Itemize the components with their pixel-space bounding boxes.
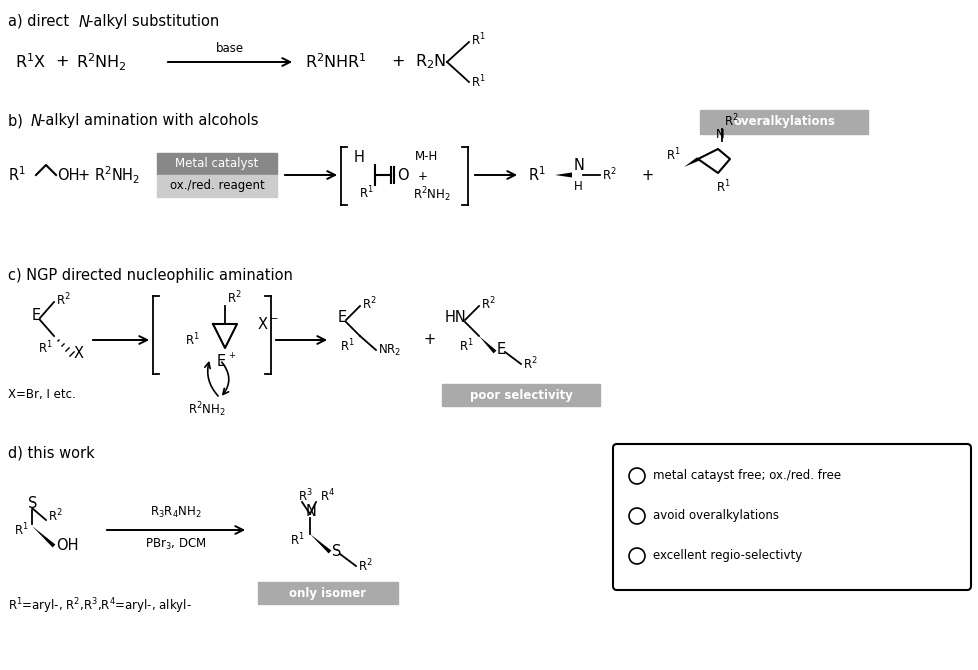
Text: $^+$: $^+$ — [227, 352, 237, 364]
Text: $N$: $N$ — [30, 113, 42, 129]
Polygon shape — [684, 157, 698, 167]
Text: PBr$_3$, DCM: PBr$_3$, DCM — [145, 537, 206, 551]
Polygon shape — [555, 172, 571, 178]
Text: R$^1$: R$^1$ — [459, 338, 473, 354]
Text: R$^4$: R$^4$ — [320, 488, 334, 505]
Text: R$^2$: R$^2$ — [358, 557, 373, 574]
Text: R$^2$: R$^2$ — [522, 356, 537, 373]
Polygon shape — [478, 336, 496, 353]
Text: X$^-$: X$^-$ — [257, 316, 279, 332]
Text: R$^1$: R$^1$ — [470, 31, 485, 48]
Text: +: + — [391, 54, 404, 70]
Text: H: H — [573, 180, 582, 194]
Text: HN: HN — [445, 310, 467, 326]
Text: +: + — [642, 168, 653, 182]
Polygon shape — [32, 526, 56, 547]
Text: +: + — [418, 170, 427, 184]
Text: R$^1$: R$^1$ — [339, 338, 354, 354]
Circle shape — [628, 468, 645, 484]
Text: +: + — [78, 168, 90, 182]
Text: S: S — [28, 496, 37, 511]
Text: d) this work: d) this work — [8, 445, 95, 460]
Text: R$^1$: R$^1$ — [289, 532, 304, 548]
Text: overalkylations: overalkylations — [733, 115, 834, 129]
Text: R$_3$R$_4$NH$_2$: R$_3$R$_4$NH$_2$ — [150, 505, 201, 519]
Text: R$^1$: R$^1$ — [185, 332, 200, 348]
Text: R$^2$NH$_2$: R$^2$NH$_2$ — [188, 401, 226, 419]
Text: E: E — [337, 310, 347, 326]
Text: +: + — [55, 54, 68, 70]
Text: E: E — [32, 308, 41, 324]
Bar — [699, 110, 867, 134]
Text: R$^2$NH$_2$: R$^2$NH$_2$ — [94, 164, 140, 186]
Text: R$_2$N: R$_2$N — [415, 53, 446, 71]
Text: R$^2$: R$^2$ — [480, 295, 495, 312]
Text: ox./red. reagent: ox./red. reagent — [169, 180, 264, 192]
Text: R$^2$NH$_2$: R$^2$NH$_2$ — [76, 52, 126, 73]
Text: excellent regio-selectivty: excellent regio-selectivty — [652, 549, 801, 563]
Text: R$^2$: R$^2$ — [48, 508, 63, 525]
Text: avoid overalkylations: avoid overalkylations — [652, 509, 778, 523]
FancyBboxPatch shape — [612, 444, 970, 590]
Bar — [258, 582, 398, 604]
Text: -alkyl substitution: -alkyl substitution — [88, 14, 219, 29]
Bar — [156, 175, 277, 197]
Text: X=Br, I etc.: X=Br, I etc. — [8, 388, 75, 401]
Text: H: H — [354, 149, 365, 165]
Text: a) direct: a) direct — [8, 14, 73, 29]
Text: R$^1$: R$^1$ — [359, 185, 374, 201]
Text: R$^1$=aryl-, R$^2$,R$^3$,R$^4$=aryl-, alkyl-: R$^1$=aryl-, R$^2$,R$^3$,R$^4$=aryl-, al… — [8, 596, 192, 616]
Text: R$^1$: R$^1$ — [665, 147, 680, 163]
Text: R$^2$: R$^2$ — [724, 113, 738, 129]
Text: R$^2$NHR$^1$: R$^2$NHR$^1$ — [305, 53, 366, 71]
Text: N: N — [306, 505, 317, 519]
Text: metal catayst free; ox./red. free: metal catayst free; ox./red. free — [652, 470, 840, 482]
Text: c) NGP directed nucleophilic amination: c) NGP directed nucleophilic amination — [8, 268, 292, 283]
Text: R$^1$: R$^1$ — [8, 165, 25, 184]
Text: M-H: M-H — [415, 151, 438, 163]
Text: N: N — [715, 129, 724, 141]
Text: R$^2$: R$^2$ — [362, 295, 377, 312]
Text: O: O — [397, 168, 408, 182]
Text: R$^1$: R$^1$ — [38, 340, 53, 356]
Text: R$^1$: R$^1$ — [527, 165, 546, 184]
Text: $N$: $N$ — [78, 14, 90, 30]
Text: NR$_2$: NR$_2$ — [378, 342, 401, 358]
Polygon shape — [310, 534, 331, 553]
Text: R$^2$: R$^2$ — [56, 291, 70, 308]
Text: R$^1$: R$^1$ — [14, 522, 28, 538]
Text: -alkyl amination with alcohols: -alkyl amination with alcohols — [40, 113, 258, 128]
Text: R$^1$: R$^1$ — [470, 74, 485, 90]
Text: OH: OH — [56, 539, 78, 553]
Text: R$^2$: R$^2$ — [601, 167, 616, 184]
Text: R$^2$: R$^2$ — [227, 289, 242, 306]
Text: poor selectivity: poor selectivity — [469, 389, 572, 401]
Text: +: + — [423, 332, 435, 348]
Text: R$^1$: R$^1$ — [715, 179, 730, 195]
Text: R$^1$X: R$^1$X — [15, 53, 46, 71]
Text: N: N — [573, 157, 584, 172]
Bar — [441, 384, 600, 406]
Text: Metal catalyst: Metal catalyst — [175, 157, 258, 170]
Text: E: E — [497, 342, 506, 358]
Text: X: X — [74, 346, 84, 362]
Text: E: E — [217, 354, 226, 369]
Text: OH: OH — [57, 168, 79, 182]
Bar — [156, 153, 277, 175]
Text: R$^3$: R$^3$ — [297, 488, 313, 505]
Text: R$^2$NH$_2$: R$^2$NH$_2$ — [413, 186, 450, 204]
Text: only isomer: only isomer — [289, 586, 366, 600]
Text: base: base — [216, 42, 244, 54]
Circle shape — [628, 508, 645, 524]
Circle shape — [628, 548, 645, 564]
Text: b): b) — [8, 113, 27, 128]
Text: S: S — [332, 545, 341, 559]
